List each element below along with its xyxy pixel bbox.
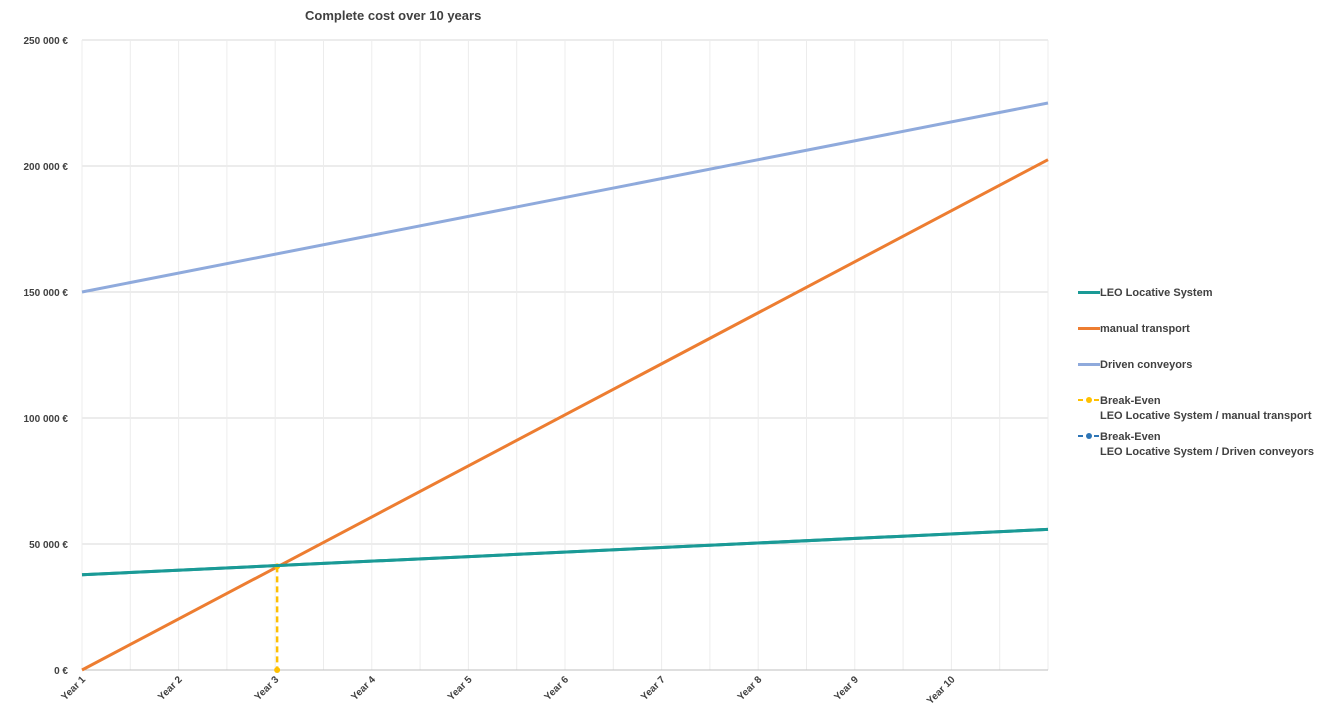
legend-item: manual transport: [1078, 322, 1190, 337]
legend-item: Break-Even LEO Locative System / manual t…: [1078, 394, 1312, 424]
x-tick-label: Year 6: [542, 674, 571, 703]
x-tick-label: Year 4: [349, 674, 378, 703]
x-tick-label: Year 7: [639, 674, 668, 703]
legend-label: Break-Even LEO Locative System / manual t…: [1100, 395, 1312, 422]
legend-swatch: [1078, 322, 1100, 334]
y-tick-label: 50 000 €: [29, 540, 68, 551]
series-line: [81, 527, 1049, 577]
legend-label: Driven conveyors: [1100, 359, 1193, 371]
legend-swatch: [1078, 358, 1100, 370]
legend-label: LEO Locative System: [1100, 287, 1213, 299]
x-tick-label: Year 5: [446, 674, 475, 703]
legend-swatch: [1078, 430, 1100, 442]
legend-item: Driven conveyors: [1078, 358, 1192, 373]
x-axis-tick-labels: Year 1 Year 2 Year 3 Year 4 Year 5 Year 6 Year…: [59, 674, 957, 707]
series-line: [81, 158, 1049, 672]
chart-title: Complete cost over 10 years: [305, 8, 482, 23]
series-marker: [274, 667, 281, 673]
y-tick-label: 200 000 €: [24, 162, 69, 173]
legend-item: Break-Even LEO Locative System / Driven c…: [1078, 430, 1314, 460]
y-tick-label: 250 000 €: [24, 36, 69, 47]
y-tick-label: 150 000 €: [24, 288, 69, 299]
x-tick-label: Year 2: [156, 674, 185, 703]
y-tick-label: 100 000 €: [24, 414, 69, 425]
legend-label: Break-Even LEO Locative System / Driven c…: [1100, 431, 1314, 458]
legend-swatch: [1078, 286, 1100, 298]
series-lines: [81, 101, 1049, 673]
x-tick-label: Year 1: [59, 674, 88, 703]
vertical-gridlines: [81, 40, 1049, 671]
y-tick-label: 0 €: [54, 666, 68, 677]
x-tick-label: Year 9: [832, 674, 861, 703]
y-axis-tick-labels: 0 € 50 000 € 100 000 € 150 000 € 200 000 € 25…: [24, 36, 69, 677]
x-tick-label: Year 8: [736, 674, 765, 703]
legend-item: LEO Locative System: [1078, 286, 1213, 301]
x-tick-label: Year 10: [925, 674, 958, 707]
x-tick-label: Year 3: [253, 674, 282, 703]
legend-label: manual transport: [1100, 323, 1190, 335]
legend-swatch: [1078, 394, 1100, 406]
series-line: [81, 101, 1049, 294]
